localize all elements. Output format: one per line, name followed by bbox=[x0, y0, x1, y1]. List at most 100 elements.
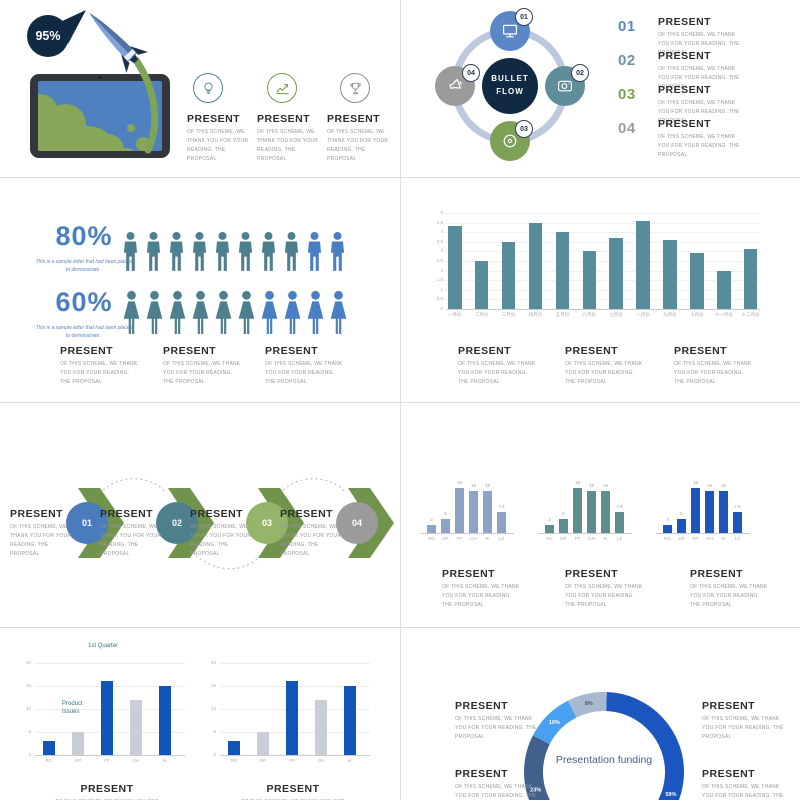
bar bbox=[286, 681, 298, 755]
y-tick-label: 20 bbox=[25, 660, 31, 665]
present-heading: PRESENT bbox=[565, 568, 619, 580]
feature-ring bbox=[340, 73, 370, 103]
bar bbox=[483, 491, 492, 533]
gridline bbox=[446, 222, 760, 224]
list-number: 01 bbox=[618, 18, 636, 35]
person-woman-icon bbox=[167, 290, 188, 335]
y-tick-label: 4 bbox=[440, 229, 443, 235]
present-desc: OF THIS SCHEME, WE THANK YOU FOR YOUR RE… bbox=[702, 784, 784, 799]
gridline bbox=[446, 241, 760, 243]
bar bbox=[705, 491, 714, 533]
bar bbox=[448, 226, 462, 309]
y-tick-label: 1.5 bbox=[436, 277, 443, 283]
x-tick-label: RG bbox=[230, 758, 238, 763]
lightbulb-icon bbox=[201, 81, 216, 96]
present-desc: OF THIS SCHEME, WE THANK YOU FOR YOUR RE… bbox=[163, 361, 241, 385]
x-tick-label: IK bbox=[347, 758, 353, 763]
x-tick-label: GH bbox=[317, 758, 325, 763]
present-desc: OF THIS SCHEME, WE THANK YOU FOR YOUR RE… bbox=[674, 361, 752, 385]
x-tick-label: 八月份 bbox=[636, 312, 650, 317]
y-tick-label: 20 bbox=[210, 660, 216, 665]
funding-donut-chart: 59% 23% 10% 8% bbox=[524, 692, 684, 800]
gridline bbox=[446, 251, 760, 253]
bar bbox=[528, 222, 543, 309]
present-block: PRESENT OF THIS SCHEME, WE THANK YOU FOR … bbox=[565, 345, 643, 387]
present-block: PRESENT OF THIS SCHEME, WE THANK YOU FOR … bbox=[100, 508, 164, 559]
person-man-icon bbox=[282, 231, 301, 272]
x-tick-label: 十一月份 bbox=[714, 312, 733, 317]
present-heading: PRESENT bbox=[442, 568, 496, 580]
bar bbox=[601, 491, 610, 533]
bar-value-label: 7.6 bbox=[498, 503, 505, 509]
present-heading: PRESENT bbox=[455, 700, 509, 712]
person-woman-icon bbox=[236, 290, 257, 335]
megaphone-icon bbox=[446, 77, 464, 95]
present-heading: PRESENT bbox=[702, 768, 756, 780]
x-tick-label: 十二月份 bbox=[741, 312, 760, 317]
present-desc: OF THIS SCHEME, WE THANK YOU FOR YOUR RE… bbox=[658, 134, 740, 158]
gridline bbox=[446, 270, 760, 272]
column-divider bbox=[400, 0, 401, 800]
gridline bbox=[446, 280, 760, 282]
y-tick-label: 3.5 bbox=[436, 238, 443, 244]
slide-funding-donut: 59% 23% 10% 8% Presentation funding PRESENT… bbox=[400, 627, 800, 800]
monitor-icon bbox=[501, 22, 519, 40]
webcam-icon bbox=[556, 77, 574, 95]
feature-ring bbox=[193, 73, 223, 103]
x-tick-label: RG bbox=[664, 536, 671, 541]
y-tick-label: 10 bbox=[210, 706, 216, 711]
bar-value-label: 7.6 bbox=[616, 503, 623, 509]
axis-line bbox=[420, 533, 514, 534]
y-tick-label: 3 bbox=[440, 248, 443, 254]
list-number: 04 bbox=[618, 120, 636, 137]
bar bbox=[159, 686, 171, 755]
gridline bbox=[220, 755, 370, 756]
x-tick-label: 三月份 bbox=[501, 312, 516, 317]
step-number-circle: 02 bbox=[156, 502, 198, 544]
bar-value-label: 15 bbox=[484, 483, 490, 488]
present-desc: OF THIS SCHEME, WE THANK YOU FOR YOUR RE… bbox=[257, 129, 319, 162]
bar bbox=[636, 220, 650, 309]
percentage-note: This is a sample letter that had been pl… bbox=[35, 259, 133, 273]
present-desc: OF THIS SCHEME, WE THANK YOU FOR YOUR RE… bbox=[658, 66, 740, 90]
mini-bar-chart: 3 RG 5 DP 16 FP 15 GH 15 IK 7.6 LZ bbox=[538, 480, 632, 541]
bar-value-label: 7.6 bbox=[734, 503, 741, 509]
x-tick-label: FP bbox=[574, 536, 581, 541]
present-heading: PRESENT bbox=[163, 345, 217, 357]
present-desc: OF THIS SCHEME, WE THANK YOU FOR YOUR RE… bbox=[565, 361, 643, 385]
trophy-icon bbox=[348, 81, 363, 96]
person-woman-icon bbox=[305, 290, 326, 335]
present-heading: PRESENT bbox=[674, 345, 728, 357]
present-heading: PRESENT bbox=[565, 345, 619, 357]
percentage-note: This is a sample letter that had been pl… bbox=[35, 325, 133, 339]
y-tick-label: 4.5 bbox=[436, 219, 443, 225]
bar bbox=[427, 524, 436, 533]
present-heading: PRESENT bbox=[10, 508, 64, 520]
present-heading: PRESENT bbox=[658, 50, 712, 62]
person-man-icon bbox=[190, 231, 209, 272]
x-tick-label: FP bbox=[104, 758, 110, 763]
present-block: PRESENT OF THIS SCHEME, WE THANK YOU FOR … bbox=[702, 700, 787, 742]
gridline bbox=[446, 289, 760, 291]
bar-value-label: 3 bbox=[666, 516, 669, 522]
axis-line bbox=[538, 533, 632, 534]
person-man-icon bbox=[236, 231, 255, 272]
y-tick-label: 15 bbox=[210, 683, 216, 688]
bar bbox=[677, 519, 686, 533]
present-heading: PRESENT bbox=[658, 16, 712, 28]
bar-value-label: 5 bbox=[562, 511, 565, 516]
x-tick-label: 七月份 bbox=[609, 312, 623, 317]
person-man-icon bbox=[144, 231, 163, 272]
x-tick-label: 二月份 bbox=[474, 312, 489, 317]
flow-center-title: BULLET FLOW bbox=[491, 74, 529, 96]
present-heading: PRESENT bbox=[187, 113, 241, 125]
donut-segment bbox=[524, 692, 684, 800]
present-block: PRESENT OF THIS SCHEME, WE THANK YOU FOR … bbox=[658, 118, 742, 160]
y-tick-label: 15 bbox=[25, 683, 31, 688]
annotation-product: Product Issues bbox=[62, 701, 83, 715]
bar-value-label: 15 bbox=[470, 483, 476, 488]
person-woman-icon bbox=[144, 290, 165, 335]
x-tick-label: DP bbox=[442, 536, 449, 541]
bar-value-label: 3 bbox=[548, 516, 551, 522]
bar bbox=[719, 491, 728, 533]
